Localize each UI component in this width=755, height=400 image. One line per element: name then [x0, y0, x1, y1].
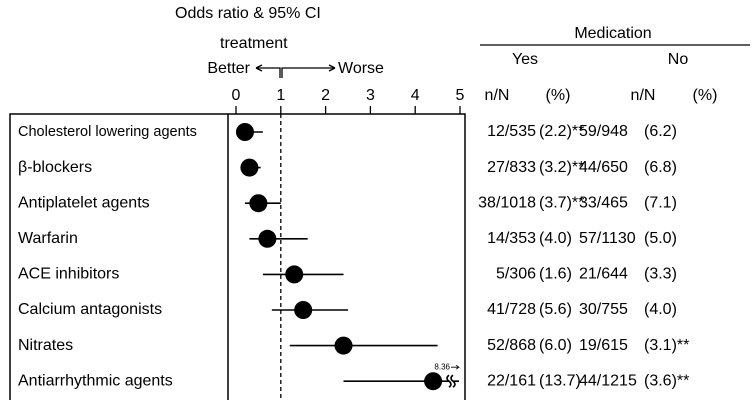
table-cell: 44/1215	[579, 372, 637, 389]
table-cell: 27/833	[487, 159, 536, 176]
chart-title: Odds ratio & 95% CI	[175, 5, 321, 22]
point-estimate	[424, 372, 443, 391]
table-cell: (3.7)**	[539, 194, 584, 211]
x-tick-label: 1	[276, 87, 285, 104]
point-estimate	[235, 123, 254, 141]
table-cell: 38/1018	[478, 194, 536, 211]
table-cell: 59/948	[579, 123, 628, 140]
table-cell: (3.6)**	[644, 372, 689, 389]
table-cell: (5.0)	[644, 230, 677, 247]
table-cell: (1.6)	[539, 266, 572, 283]
overflow-arrow	[451, 364, 460, 370]
column-header: (%)	[693, 87, 718, 104]
table-cell: 5/306	[496, 266, 536, 283]
ci-overflow-label: 8.36	[434, 362, 450, 371]
better-label: Better	[207, 60, 250, 77]
chart-subtitle: treatment	[220, 35, 288, 52]
table-cell: 19/615	[579, 337, 628, 354]
table-cell: 57/1130	[579, 230, 636, 247]
plot-frame	[9, 113, 466, 400]
point-estimate	[294, 301, 313, 319]
table-group-title: Medication	[574, 25, 651, 42]
x-tick-label: 0	[232, 87, 241, 104]
category-label: Cholesterol lowering agents	[18, 124, 197, 140]
table-cell: (4.0)	[539, 230, 572, 247]
table-cell: 21/644	[579, 266, 628, 283]
table-cell: (3.3)	[644, 266, 677, 283]
x-tick-label: 4	[411, 87, 420, 104]
category-label: Warfarin	[18, 230, 78, 247]
table-cell: 14/353	[487, 230, 536, 247]
worse-label: Worse	[338, 60, 384, 77]
x-tick-label: 2	[321, 87, 330, 104]
point-estimate	[258, 229, 277, 248]
group-header: Yes	[512, 51, 538, 68]
axis-break	[446, 374, 459, 388]
point-estimate	[334, 336, 353, 355]
category-label: Calcium antagonists	[18, 301, 162, 318]
group-header: No	[668, 51, 689, 68]
table-cell: 12/535	[487, 123, 536, 140]
column-header: n/N	[631, 87, 656, 104]
point-estimate	[285, 265, 304, 284]
table-cell: 52/868	[487, 337, 536, 354]
table-cell: (3.1)**	[644, 337, 689, 354]
table-cell: (7.1)	[644, 194, 677, 211]
table-cell: 41/728	[487, 301, 536, 318]
table-cell: (6.8)	[644, 159, 677, 176]
table-cell: (5.6)	[539, 301, 572, 318]
table-cell: (6.0)	[539, 337, 572, 354]
x-tick-label: 3	[366, 87, 375, 104]
point-estimate	[249, 194, 268, 213]
table-cell: 44/650	[579, 159, 628, 176]
point-estimate	[240, 158, 259, 177]
table-cell: (4.0)	[644, 301, 677, 318]
table-cell: 30/755	[579, 301, 628, 318]
column-header: n/N	[485, 87, 510, 104]
table-cell: (6.2)	[644, 123, 677, 140]
category-label: β-blockers	[18, 159, 92, 176]
table-cell: (13.7)	[539, 372, 581, 389]
direction-bracket	[256, 67, 335, 78]
category-label: Nitrates	[18, 337, 73, 354]
table-cell: (3.2)**	[539, 159, 584, 176]
category-label: Antiarrhythmic agents	[18, 372, 173, 389]
category-label: ACE inhibitors	[18, 266, 119, 283]
table-cell: 22/161	[487, 372, 536, 389]
table-cell: 33/465	[579, 194, 628, 211]
direction-arrows	[255, 64, 336, 72]
x-tick-label: 5	[456, 87, 465, 104]
column-header: (%)	[546, 87, 571, 104]
category-label: Antiplatelet agents	[18, 194, 150, 211]
table-cell: (2.2)**	[539, 123, 584, 140]
